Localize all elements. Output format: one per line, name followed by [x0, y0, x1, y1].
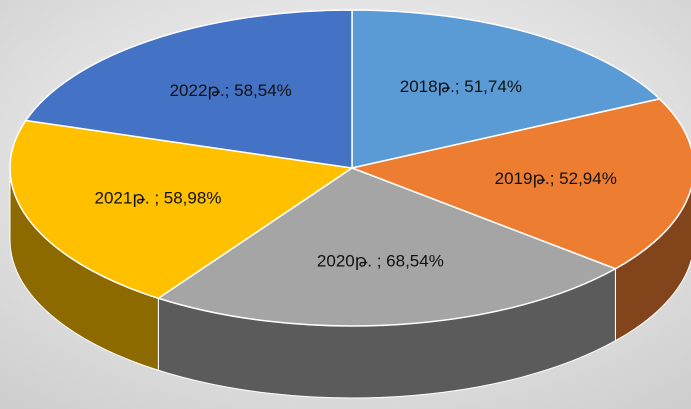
slice	[24, 9, 353, 169]
slice	[349, 98, 691, 270]
data-label: 2018թ.; 51,74%	[400, 77, 522, 96]
slice	[9, 119, 355, 300]
data-label: 2020թ. ; 68,54%	[317, 251, 444, 270]
data-label: 2021թ. ; 58,98%	[95, 188, 222, 207]
slice	[351, 9, 662, 169]
data-label: 2022թ.; 58,54%	[170, 81, 292, 100]
data-label: 2019թ.; 52,94%	[495, 169, 617, 188]
slice	[156, 167, 618, 327]
